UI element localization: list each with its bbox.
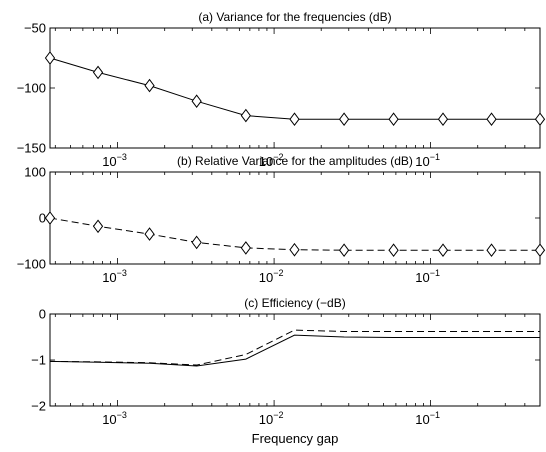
series-line bbox=[49, 334, 540, 367]
data-point bbox=[191, 235, 202, 250]
y-tick-label: 0 bbox=[39, 307, 46, 322]
x-tick-label: 10−1 bbox=[415, 268, 440, 285]
series-line bbox=[49, 329, 540, 366]
y-tick-label: −150 bbox=[17, 141, 46, 156]
data-point bbox=[338, 112, 350, 127]
x-axis-label: Frequency gap bbox=[252, 431, 339, 446]
x-tick-label: 10−2 bbox=[259, 268, 284, 285]
data-point bbox=[534, 243, 546, 258]
data-point bbox=[144, 227, 155, 241]
data-point bbox=[388, 243, 399, 258]
x-tick-label: 10−2 bbox=[259, 410, 284, 427]
data-point bbox=[437, 243, 449, 258]
data-point bbox=[289, 112, 300, 127]
axes-box bbox=[49, 313, 541, 407]
data-point bbox=[191, 94, 202, 109]
y-tick-label: −2 bbox=[31, 399, 46, 414]
axes-box bbox=[49, 27, 541, 149]
data-point bbox=[388, 112, 399, 127]
y-tick-label: 0 bbox=[39, 211, 46, 226]
panel-title: (c) Efficiency (−dB) bbox=[244, 296, 345, 310]
data-point bbox=[44, 211, 56, 225]
y-tick-label: −1 bbox=[31, 353, 46, 368]
y-tick-label: −100 bbox=[17, 81, 46, 96]
data-point bbox=[338, 243, 350, 258]
data-point bbox=[240, 108, 251, 123]
x-tick-label: 10−3 bbox=[102, 152, 127, 169]
data-point bbox=[240, 241, 251, 255]
panel-b: (b) Relative Variance for the amplitudes… bbox=[17, 154, 546, 285]
panel-title: (a) Variance for the frequencies (dB) bbox=[198, 10, 391, 24]
data-point bbox=[144, 78, 155, 93]
x-tick-label: 10−3 bbox=[102, 410, 127, 427]
y-tick-label: −50 bbox=[24, 21, 46, 36]
panel-a: (a) Variance for the frequencies (dB) 10−… bbox=[17, 10, 546, 169]
data-point bbox=[44, 51, 56, 65]
data-point bbox=[534, 112, 546, 127]
y-tick-label: −100 bbox=[17, 257, 46, 272]
y-tick-label: 100 bbox=[24, 165, 46, 180]
data-point bbox=[289, 242, 300, 257]
x-tick-label: 10−1 bbox=[415, 410, 440, 427]
x-tick-label: 10−3 bbox=[102, 268, 127, 285]
data-point bbox=[437, 112, 449, 127]
series-line bbox=[49, 57, 540, 120]
data-point bbox=[486, 112, 497, 127]
x-tick-label: 10−2 bbox=[259, 152, 284, 169]
panel-c: (c) Efficiency (−dB) 10−3 10−2 10−1 −2 −1 0 bbox=[31, 296, 541, 427]
panel-title: (b) Relative Variance for the amplitudes… bbox=[177, 154, 413, 168]
data-point bbox=[486, 243, 497, 258]
data-point bbox=[92, 219, 104, 234]
x-tick-label: 10−1 bbox=[415, 152, 440, 169]
data-point bbox=[92, 65, 104, 80]
